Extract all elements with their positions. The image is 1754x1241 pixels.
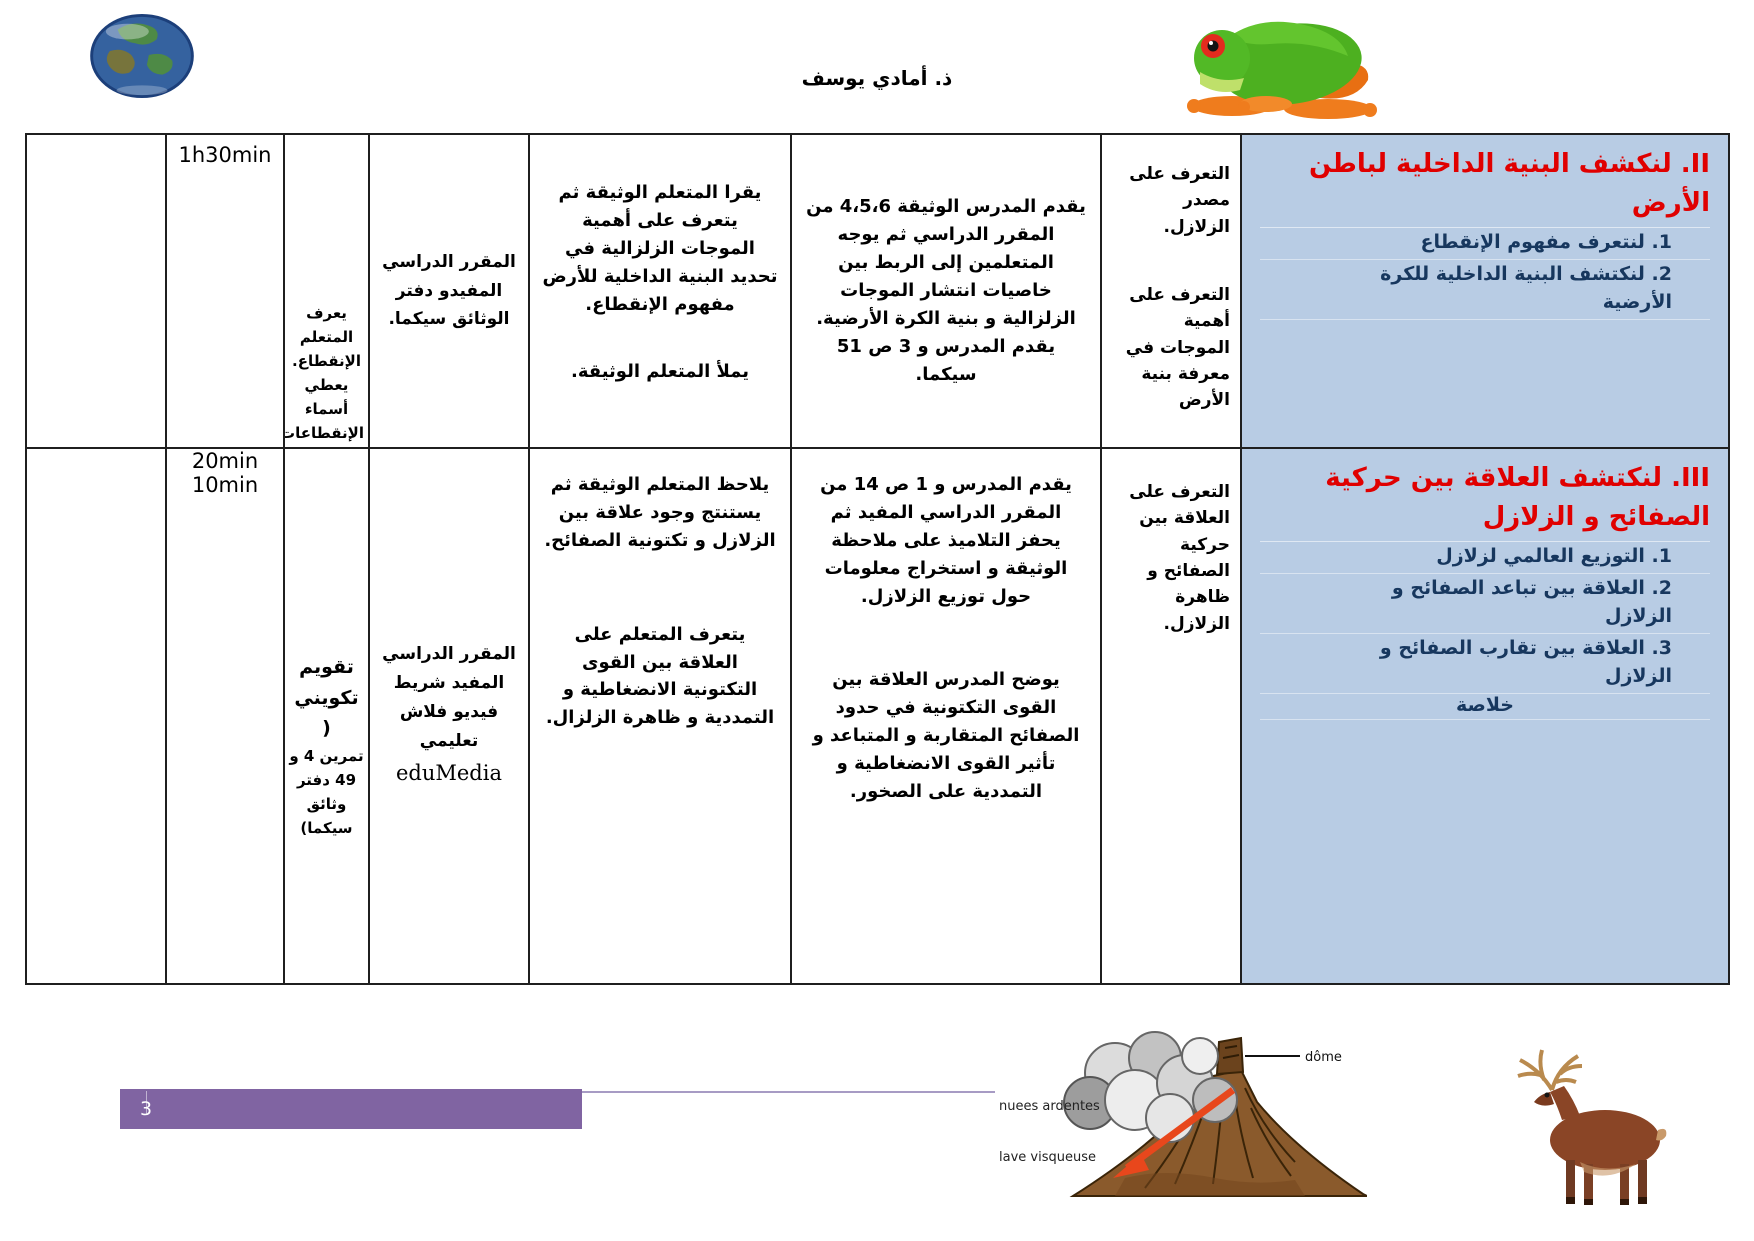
objective-item: 2. لنكتشف البنية الداخلية للكرة الأرضية: [1260, 260, 1710, 320]
volcano-lava-label: lave visqueuse: [999, 1150, 1096, 1165]
section-title: III. لنكتشف العلاقة بين حركية الصفائح و …: [1260, 459, 1710, 542]
learner-activity-text: يقرا المتعلم الوثيقة ثم يتعرف على أهمية …: [542, 182, 778, 315]
capacity-text: التعرف على مصدر الزلازل.: [1129, 164, 1230, 237]
volcano-diagram-image: dôme nuees ardentes lave visqueuse: [995, 1028, 1367, 1203]
cell-learner-activities-row2: يلاحظ المتعلم الوثيقة ثم يستنتج وجود علا…: [530, 449, 792, 985]
volcano-dome-label: dôme: [1305, 1050, 1342, 1065]
learner-activity-text: يملأ المتعلم الوثيقة.: [570, 361, 750, 383]
footer-page-bar: 3: [120, 1089, 582, 1129]
tree-frog-image: [1187, 21, 1377, 119]
cell-evaluation-row2: تقويم تكويني ( تمرين 4 و 49 دفتر وثائق س…: [285, 449, 370, 985]
objective-item: 3. العلاقة بين تقارب الصفائح و الزلازل: [1260, 634, 1710, 694]
cell-section-row2: III. لنكتشف العلاقة بين حركية الصفائح و …: [1242, 449, 1730, 985]
objective-item: 1. التوزيع العالمي لزلازل: [1260, 542, 1710, 574]
cell-duration-row1: 1h30min: [167, 135, 285, 449]
summary-label: خلاصة: [1260, 694, 1710, 720]
duration-value: 10min: [191, 473, 259, 497]
learner-activity-text: يتعرف المتعلم على العلاقة بين القوى التك…: [545, 623, 775, 729]
objective-item: 2. العلاقة بين تباعد الصفائح و الزلازل: [1260, 574, 1710, 634]
capacity-text: التعرف على العلاقة بين حركية الصفائح و ظ…: [1129, 482, 1230, 634]
section-title: II. لنكشف البنية الداخلية لباطن الأرض: [1260, 145, 1710, 228]
cell-resources-row2: المقرر الدراسي المفيد شريط فيديو فلاش تع…: [370, 449, 530, 985]
cell-evaluation-row1: يعرف المتعلم الإنقطاع. يعطي أسماء الإنقط…: [285, 135, 370, 449]
earth-globe-image: [90, 13, 194, 99]
volcano-cloud-label: nuees ardentes: [999, 1099, 1100, 1114]
duration-value: 1h30min: [178, 143, 272, 167]
duration-value: 20min: [191, 449, 259, 473]
cell-teacher-activities-row1: يقدم المدرس الوثيقة 4،5،6 من المقرر الدر…: [792, 135, 1102, 449]
objective-item: 1. لنتعرف مفهوم الإنقطاع: [1260, 228, 1710, 260]
evaluation-text: يعرف المتعلم الإنقطاع. يعطي أسماء الإنقط…: [285, 304, 364, 442]
ash-cloud: [1063, 1031, 1238, 1143]
teacher-name: ذ. أمادي يوسف: [801, 66, 953, 90]
cell-learner-activities-row1: يقرا المتعلم الوثيقة ثم يتعرف على أهمية …: [530, 135, 792, 449]
resources-text: المقرر الدراسي المفيد شريط فيديو فلاش تع…: [382, 644, 516, 752]
evaluation-type: تقويم تكويني (: [294, 656, 359, 740]
lesson-plan-table: 1h30min يعرف المتعلم الإنقطاع. يعطي أسما…: [25, 133, 1730, 985]
teacher-activity-text: يقدم المدرس و 3 ص 51 سيكما.: [836, 335, 1056, 385]
deer-image: [1517, 1049, 1667, 1205]
cell-duration-row2: 20min 10min: [167, 449, 285, 985]
teacher-activity-text: يقدم المدرس الوثيقة 4،5،6 من المقرر الدر…: [806, 196, 1086, 329]
cell-margin-row2: [27, 449, 167, 985]
evaluation-detail: تمرين 4 و 49 دفتر وثائق سيكما): [289, 746, 364, 837]
resources-brand: eduMedia: [395, 760, 502, 785]
cell-capacities-row2: التعرف على العلاقة بين حركية الصفائح و ظ…: [1102, 449, 1242, 985]
teacher-activity-text: يقدم المدرس و 1 ص 14 من المقرر الدراسي ا…: [820, 474, 1072, 607]
capacity-text: التعرف على أهمية الموجات في معرفة بنية ا…: [1125, 285, 1230, 411]
deer-antlers: [1517, 1049, 1583, 1092]
cell-capacities-row1: التعرف على مصدر الزلازل. التعرف على أهمي…: [1102, 135, 1242, 449]
teacher-activity-text: يوضح المدرس العلاقة بين القوى التكتونية …: [812, 669, 1080, 803]
cell-resources-row1: المقرر الدراسي المفيدو دفتر الوثائق سيكم…: [370, 135, 530, 449]
footer-bar-divider: [146, 1091, 147, 1115]
learner-activity-text: يلاحظ المتعلم الوثيقة ثم يستنتج وجود علا…: [544, 474, 776, 551]
resources-text: المقرر الدراسي المفيدو دفتر الوثائق سيكم…: [382, 251, 516, 330]
cell-section-row1: II. لنكشف البنية الداخلية لباطن الأرض 1.…: [1242, 135, 1730, 449]
cell-teacher-activities-row2: يقدم المدرس و 1 ص 14 من المقرر الدراسي ا…: [792, 449, 1102, 985]
footer-rule-line: [582, 1091, 1002, 1093]
cell-margin-row1: [27, 135, 167, 449]
